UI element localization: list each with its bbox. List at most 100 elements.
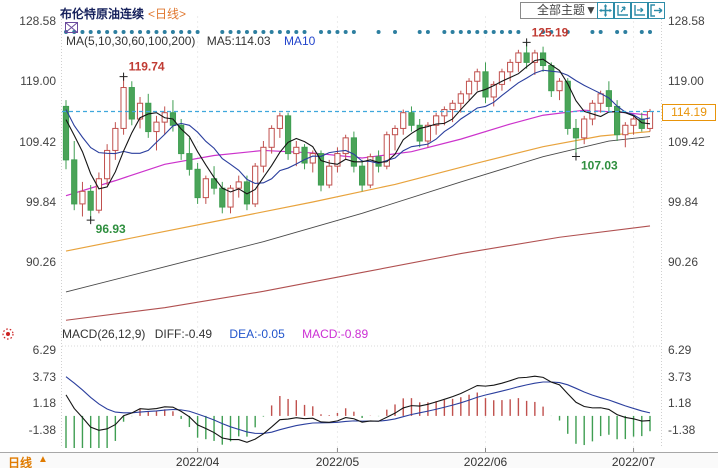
- candle: [104, 149, 111, 180]
- ma10-line: [65, 69, 651, 185]
- signal-dot: [121, 30, 126, 34]
- candle: [564, 80, 571, 129]
- signal-dot: [417, 30, 422, 34]
- candle: [391, 127, 399, 136]
- candle: [498, 71, 506, 85]
- theme-dropdown[interactable]: 全部主题▼: [520, 2, 614, 19]
- time-axis-bar: 日线 ▲ 2022/04 2022/05 2022/06 2022/07: [0, 452, 718, 468]
- period-selector[interactable]: 日线: [8, 456, 33, 468]
- candle: [194, 168, 201, 199]
- candle: [145, 102, 152, 133]
- candle: [301, 146, 308, 164]
- candle: [359, 165, 366, 186]
- candle: [490, 83, 497, 98]
- candle: [416, 124, 423, 142]
- macd-macd-value: MACD:-0.89: [302, 327, 369, 341]
- signal-dot: [615, 30, 620, 34]
- macd-dea-value: DEA:-0.05: [229, 327, 285, 341]
- signal-dot: [261, 30, 266, 34]
- crosshair-tool-button[interactable]: [597, 2, 614, 19]
- candle: [128, 87, 135, 120]
- marker-cross: [571, 152, 580, 161]
- macd-axis-label-right: -1.38: [668, 423, 696, 438]
- crosshair-tool-icon: [599, 4, 612, 17]
- signal-dot: [623, 30, 628, 34]
- candle: [186, 153, 193, 170]
- candle: [87, 190, 94, 211]
- candle: [268, 127, 275, 148]
- candle: [95, 178, 103, 211]
- price-axis-label-left: 109.42: [19, 134, 56, 149]
- signal-dot: [253, 30, 258, 34]
- price-axis-label-right: 90.26: [668, 255, 699, 270]
- signal-dot: [162, 30, 167, 34]
- candle: [317, 153, 325, 186]
- signal-dot: [335, 30, 340, 34]
- candle: [219, 187, 226, 208]
- signal-dot: [442, 30, 447, 34]
- marker-price-label: 119.74: [129, 60, 165, 74]
- ma5-line: [65, 58, 651, 195]
- marker-price-label: 96.93: [96, 222, 126, 236]
- candle: [260, 146, 267, 167]
- indicator-settings-icon[interactable]: [1, 327, 15, 341]
- signal-dot: [179, 30, 184, 34]
- candle: [383, 134, 390, 167]
- macd-dea-line: [65, 376, 651, 435]
- marker-cross: [86, 216, 95, 225]
- signal-dot: [277, 30, 282, 34]
- signal-dot: [80, 30, 85, 34]
- ma10-value: MA10: [283, 34, 316, 48]
- compress-axis-button[interactable]: [614, 2, 631, 19]
- period-selector-arrow[interactable]: ▲: [38, 454, 48, 465]
- signal-dot: [113, 30, 118, 34]
- candle: [309, 153, 316, 164]
- marker-price-label: 125.19: [532, 25, 569, 39]
- pan-right-button[interactable]: [648, 2, 665, 19]
- indicator-mail-icon[interactable]: [65, 22, 78, 34]
- signal-dot: [318, 30, 323, 34]
- signal-dot: [195, 30, 200, 34]
- candle: [334, 153, 341, 167]
- signal-dot: [294, 30, 299, 34]
- candle: [474, 71, 481, 82]
- marker-cross: [522, 38, 531, 47]
- signal-dot: [138, 30, 143, 34]
- ma100-line: [65, 136, 651, 293]
- price-axis-label-left: 119.00: [20, 74, 56, 89]
- signal-dot: [96, 30, 101, 34]
- macd-header[interactable]: MACD(26,12,9) DIFF:-0.49 DEA:-0.05 MACD:…: [62, 327, 368, 341]
- ma60-line: [65, 130, 651, 252]
- signal-dot: [475, 30, 480, 34]
- time-axis-label: 2022/07: [611, 455, 656, 468]
- chart-header: 布伦特原油连续 <日线> MA(5,10,30,60,100,200) MA5:1…: [60, 5, 315, 48]
- signal-dot: [508, 30, 513, 34]
- macd-params: MACD(26,12,9): [62, 327, 146, 341]
- signal-dot: [598, 30, 603, 34]
- candle: [457, 93, 464, 104]
- expand-axis-icon: [634, 5, 645, 16]
- candle: [178, 124, 185, 155]
- price-axis-label-right: 128.58: [668, 14, 705, 28]
- signal-dot: [170, 30, 175, 34]
- signal-dot: [590, 30, 595, 34]
- compress-axis-icon: [617, 5, 628, 16]
- time-axis-label: 2022/04: [175, 455, 220, 468]
- signal-dot: [393, 30, 398, 34]
- candle: [646, 111, 654, 129]
- candle: [71, 159, 78, 205]
- macd-diff-line: [65, 375, 651, 443]
- candle: [120, 87, 127, 129]
- signal-dot: [286, 30, 291, 34]
- ma-settings-label[interactable]: MA(5,10,30,60,100,200): [66, 34, 196, 48]
- expand-axis-button[interactable]: [631, 2, 648, 19]
- candle: [638, 118, 645, 129]
- candle: [252, 165, 259, 205]
- price-axis-label-left: 90.26: [25, 255, 56, 270]
- ma5-value: MA5:114.03: [206, 34, 271, 48]
- candle: [235, 181, 242, 189]
- candle: [433, 115, 440, 126]
- period-tag[interactable]: <日线>: [148, 7, 187, 21]
- signal-dot: [228, 30, 233, 34]
